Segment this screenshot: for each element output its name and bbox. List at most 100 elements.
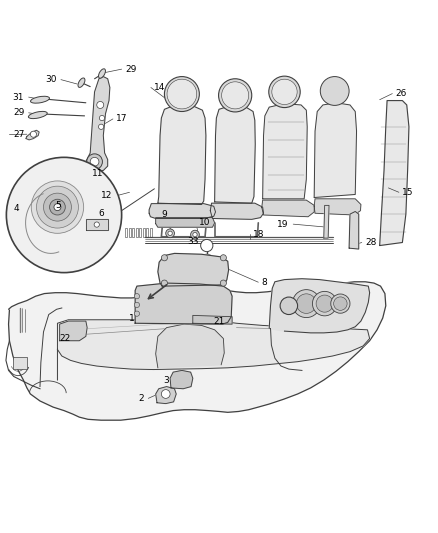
Polygon shape xyxy=(86,220,108,230)
Circle shape xyxy=(99,116,105,120)
Polygon shape xyxy=(135,283,232,324)
Bar xyxy=(150,228,152,237)
Circle shape xyxy=(220,255,226,261)
Text: 3: 3 xyxy=(163,376,169,384)
Circle shape xyxy=(43,193,71,221)
Circle shape xyxy=(61,171,70,179)
Text: 2: 2 xyxy=(138,394,144,403)
Circle shape xyxy=(90,157,99,166)
Text: 22: 22 xyxy=(59,334,71,343)
Circle shape xyxy=(49,199,65,215)
Text: 9: 9 xyxy=(161,211,167,220)
Ellipse shape xyxy=(31,96,49,103)
Text: 29: 29 xyxy=(125,64,137,74)
Polygon shape xyxy=(269,279,370,333)
Polygon shape xyxy=(314,199,361,215)
Text: 26: 26 xyxy=(396,89,407,98)
Circle shape xyxy=(297,294,316,313)
Bar xyxy=(136,228,138,237)
Polygon shape xyxy=(57,320,370,380)
Bar xyxy=(129,228,131,237)
Text: 19: 19 xyxy=(277,220,289,229)
Circle shape xyxy=(161,390,170,398)
Polygon shape xyxy=(155,217,215,227)
Polygon shape xyxy=(155,324,224,368)
Circle shape xyxy=(134,294,140,299)
Circle shape xyxy=(312,292,337,316)
Circle shape xyxy=(7,157,122,272)
Ellipse shape xyxy=(78,78,85,87)
Circle shape xyxy=(201,239,213,252)
Polygon shape xyxy=(314,103,357,198)
Polygon shape xyxy=(26,130,39,140)
Bar xyxy=(146,228,148,237)
Text: 8: 8 xyxy=(262,278,268,287)
Circle shape xyxy=(331,294,350,313)
Polygon shape xyxy=(380,101,409,246)
Circle shape xyxy=(272,79,297,104)
Circle shape xyxy=(94,222,99,227)
Polygon shape xyxy=(324,205,329,238)
Polygon shape xyxy=(155,386,176,403)
Text: 18: 18 xyxy=(253,230,265,239)
Polygon shape xyxy=(9,282,386,420)
Circle shape xyxy=(219,79,252,112)
Circle shape xyxy=(167,79,197,109)
Text: 15: 15 xyxy=(403,188,414,197)
Polygon shape xyxy=(158,253,229,286)
Circle shape xyxy=(87,154,102,169)
Circle shape xyxy=(280,297,297,314)
Text: 6: 6 xyxy=(99,209,104,218)
Polygon shape xyxy=(215,106,255,203)
Ellipse shape xyxy=(28,111,47,118)
Polygon shape xyxy=(62,161,95,179)
Bar xyxy=(132,228,134,237)
Text: 14: 14 xyxy=(154,83,166,92)
Ellipse shape xyxy=(99,69,106,78)
Circle shape xyxy=(292,289,320,318)
Polygon shape xyxy=(263,103,307,199)
Bar xyxy=(125,228,127,237)
Text: 1: 1 xyxy=(129,314,135,324)
Text: 28: 28 xyxy=(365,238,377,247)
Circle shape xyxy=(316,295,333,312)
Polygon shape xyxy=(158,105,206,205)
Text: 11: 11 xyxy=(92,168,104,177)
Polygon shape xyxy=(210,203,264,220)
Circle shape xyxy=(220,280,226,286)
Circle shape xyxy=(54,204,61,211)
Circle shape xyxy=(134,302,140,308)
Circle shape xyxy=(99,124,104,130)
Text: 27: 27 xyxy=(13,130,24,139)
Text: 17: 17 xyxy=(117,115,128,124)
Text: 31: 31 xyxy=(13,93,24,102)
Circle shape xyxy=(222,82,249,109)
Circle shape xyxy=(30,131,36,138)
Circle shape xyxy=(164,77,199,111)
Text: 21: 21 xyxy=(214,317,225,326)
Text: 5: 5 xyxy=(55,201,61,210)
Bar xyxy=(13,357,27,369)
Circle shape xyxy=(166,229,174,238)
Text: 4: 4 xyxy=(14,204,19,213)
Text: 12: 12 xyxy=(101,191,112,200)
Text: 10: 10 xyxy=(199,219,211,228)
Text: 29: 29 xyxy=(13,108,24,117)
Polygon shape xyxy=(60,321,87,341)
Circle shape xyxy=(191,230,199,239)
Circle shape xyxy=(161,280,167,286)
Text: 33: 33 xyxy=(187,237,198,246)
Circle shape xyxy=(97,101,104,108)
Polygon shape xyxy=(149,204,215,219)
Bar xyxy=(143,228,145,237)
Polygon shape xyxy=(262,200,314,217)
Bar xyxy=(139,228,141,237)
Circle shape xyxy=(134,311,140,316)
Polygon shape xyxy=(349,212,359,249)
Circle shape xyxy=(31,181,84,233)
Polygon shape xyxy=(170,370,193,389)
Circle shape xyxy=(161,255,167,261)
Circle shape xyxy=(320,77,349,106)
Circle shape xyxy=(36,186,78,228)
Circle shape xyxy=(334,297,347,310)
